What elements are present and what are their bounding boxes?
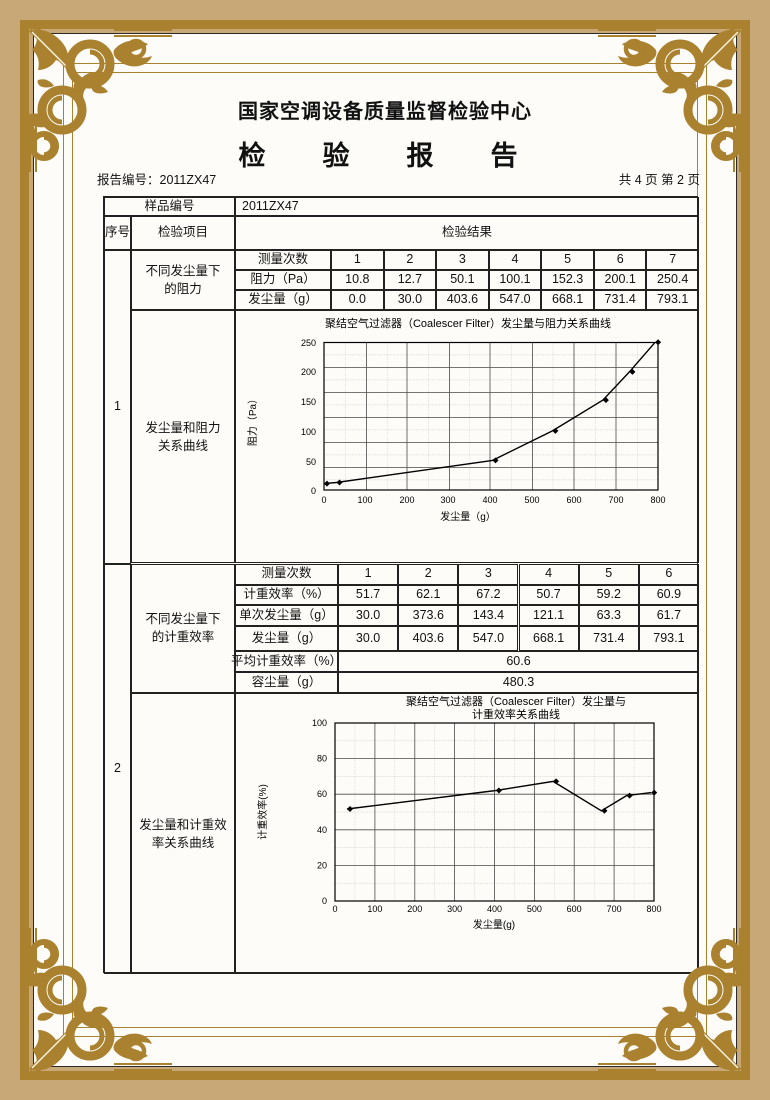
svg-text:50: 50: [306, 457, 316, 467]
svg-text:阻力（Pa）: 阻力（Pa）: [246, 394, 259, 446]
svg-text:发尘量（g）: 发尘量（g）: [440, 510, 496, 523]
svg-text:400: 400: [487, 904, 502, 914]
svg-text:150: 150: [301, 397, 316, 407]
svg-text:700: 700: [607, 904, 622, 914]
svg-text:600: 600: [567, 904, 582, 914]
svg-text:800: 800: [646, 904, 661, 914]
svg-text:0: 0: [322, 896, 327, 906]
svg-text:计重效率关系曲线: 计重效率关系曲线: [472, 707, 560, 721]
svg-text:0: 0: [321, 495, 326, 505]
svg-text:100: 100: [312, 718, 327, 728]
svg-text:聚结空气过滤器（Coalescer Filter）发尘量与阻: 聚结空气过滤器（Coalescer Filter）发尘量与阻力关系曲线: [325, 316, 611, 330]
svg-text:100: 100: [301, 427, 316, 437]
svg-text:250: 250: [301, 338, 316, 348]
svg-text:0: 0: [311, 486, 316, 496]
svg-text:200: 200: [399, 495, 414, 505]
svg-text:40: 40: [317, 825, 327, 835]
svg-text:100: 100: [367, 904, 382, 914]
svg-text:0: 0: [332, 904, 337, 914]
svg-text:发尘量(g): 发尘量(g): [473, 918, 515, 931]
svg-text:700: 700: [608, 495, 623, 505]
svg-text:聚结空气过滤器（Coalescer Filter）发尘量与: 聚结空气过滤器（Coalescer Filter）发尘量与: [406, 694, 626, 708]
svg-text:300: 300: [447, 904, 462, 914]
svg-text:800: 800: [650, 495, 665, 505]
svg-text:500: 500: [524, 495, 539, 505]
svg-text:300: 300: [440, 495, 455, 505]
svg-text:200: 200: [301, 367, 316, 377]
svg-text:60: 60: [317, 789, 327, 799]
svg-text:400: 400: [482, 495, 497, 505]
svg-text:100: 100: [357, 495, 372, 505]
svg-text:20: 20: [317, 861, 327, 871]
svg-text:80: 80: [317, 754, 327, 764]
svg-text:计重效率(%): 计重效率(%): [256, 785, 269, 841]
svg-text:600: 600: [566, 495, 581, 505]
svg-text:200: 200: [407, 904, 422, 914]
svg-text:500: 500: [527, 904, 542, 914]
